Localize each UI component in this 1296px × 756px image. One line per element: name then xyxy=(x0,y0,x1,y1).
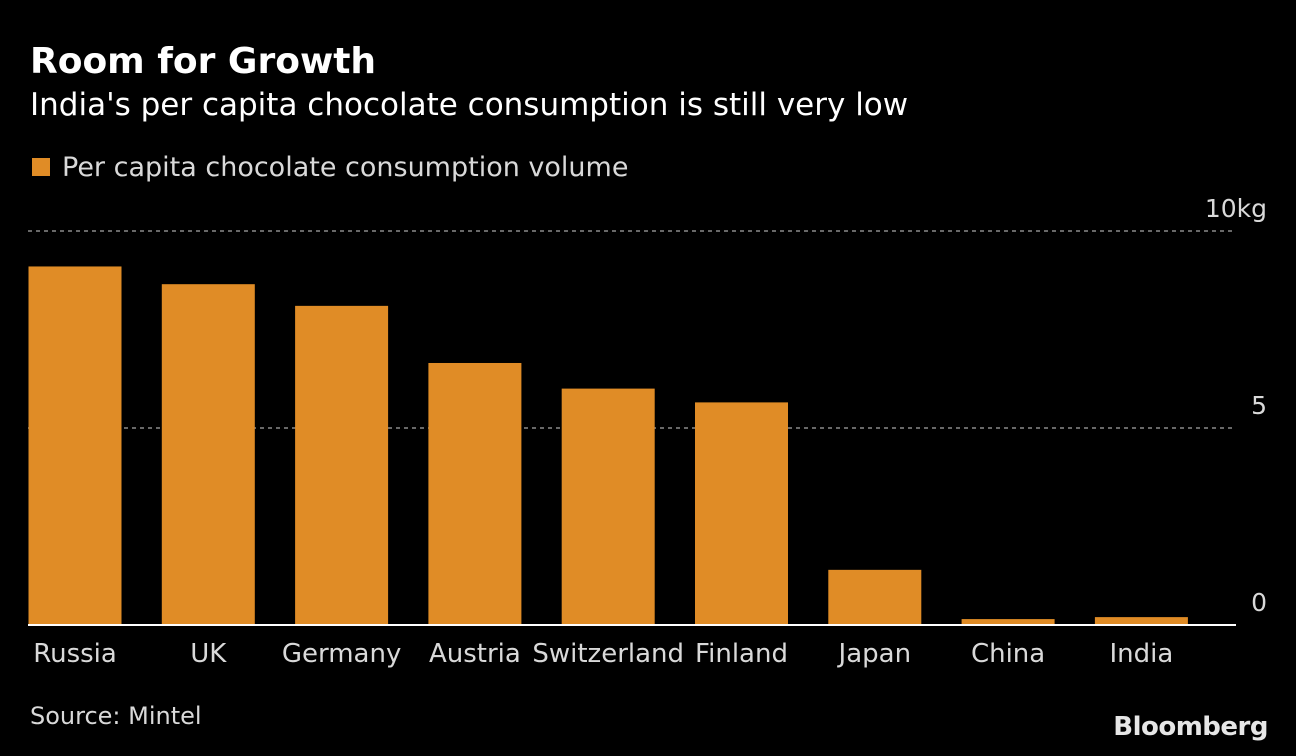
source-note: Source: Mintel xyxy=(30,702,202,730)
bar-switzerland xyxy=(561,388,655,625)
y-tick-label: 0 xyxy=(1251,588,1267,617)
bar-japan xyxy=(828,569,922,625)
y-tick-labels: 0 5 10kg xyxy=(1205,194,1267,617)
bar-russia xyxy=(28,266,122,625)
legend: Per capita chocolate consumption volume xyxy=(32,150,628,184)
y-tick-label: 10kg xyxy=(1205,194,1267,223)
legend-swatch xyxy=(32,158,50,176)
bloomberg-logo: Bloomberg xyxy=(1113,712,1268,742)
y-tick-label: 5 xyxy=(1251,391,1267,420)
x-tick-label: Finland xyxy=(695,639,788,669)
x-tick-label: Switzerland xyxy=(532,639,684,669)
x-tick-label: Russia xyxy=(33,639,117,669)
x-tick-label: UK xyxy=(190,639,227,669)
chart-subtitle: India's per capita chocolate consumption… xyxy=(30,87,909,123)
x-tick-label: China xyxy=(971,639,1045,669)
bar-germany xyxy=(295,305,389,625)
bar-china xyxy=(961,619,1055,625)
x-tick-label: Germany xyxy=(282,639,402,669)
bar-finland xyxy=(695,402,788,625)
x-tick-labels: Russia UK Germany Austria Switzerland Finland… xyxy=(33,639,1173,669)
legend-label: Per capita chocolate consumption volume xyxy=(62,151,629,183)
x-tick-label: Austria xyxy=(429,639,521,669)
bar-uk xyxy=(161,284,255,625)
bar-austria xyxy=(428,362,522,625)
chart-title: Room for Growth xyxy=(30,41,377,82)
x-tick-label: Japan xyxy=(837,639,912,669)
bar-india xyxy=(1094,617,1188,625)
x-tick-label: India xyxy=(1109,639,1173,669)
bars xyxy=(28,266,1188,625)
